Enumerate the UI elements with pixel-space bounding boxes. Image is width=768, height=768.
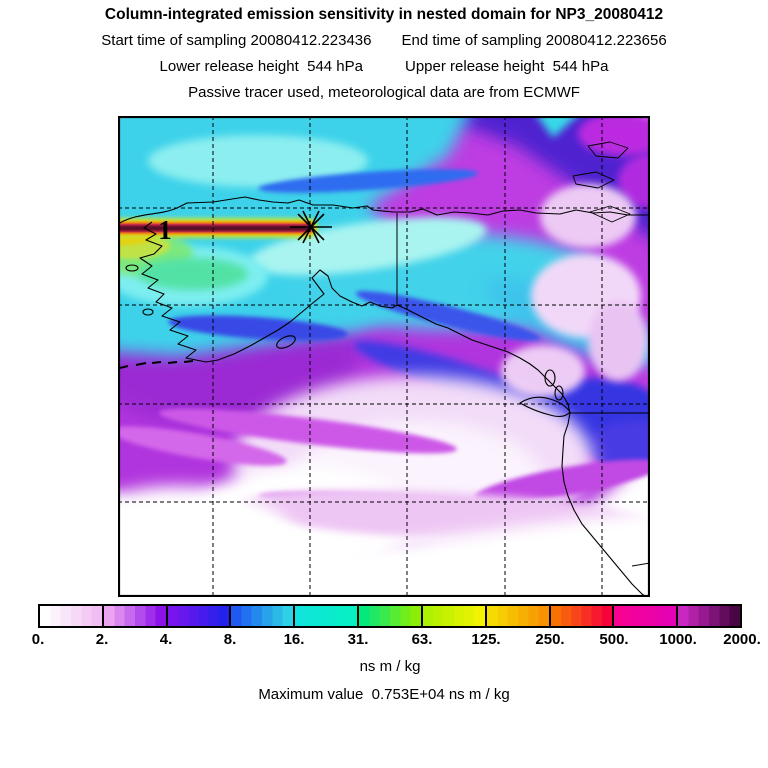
colorbar-tick: 500. <box>599 631 629 648</box>
colorbar-cell <box>357 606 421 626</box>
colorbar-tick: 125. <box>471 631 501 648</box>
colorbar-unit-label: ns m / kg <box>359 658 421 675</box>
release-point-asterisk-icon <box>290 210 332 244</box>
colorbar-cell <box>165 606 230 626</box>
plot-title: Column-integrated emission sensitivity i… <box>104 6 664 23</box>
colorbar-tick: 250. <box>535 631 565 648</box>
colorbar-tick: 16. <box>283 631 305 648</box>
max-value-text: Maximum value 0.753E+04 ns m / kg <box>258 686 510 703</box>
lower-release-text: Lower release height 544 hPa <box>159 58 363 75</box>
sampling-time-line: Start time of sampling 20080412.223436 E… <box>0 32 768 50</box>
colorbar-cell <box>548 606 613 626</box>
colorbar-tick: 1000. <box>659 631 697 648</box>
colorbar-tick-labels: 0. 2. 4. 8. 16. 31. 63. 125. 250. 500. 1000. 2000. <box>0 631 768 649</box>
start-time-text: Start time of sampling 20080412.223436 <box>101 32 372 49</box>
sensitivity-field <box>118 116 650 597</box>
colorbar-cell <box>676 606 740 626</box>
end-time-text: End time of sampling 20080412.223656 <box>401 32 667 49</box>
colorbar-cell <box>229 606 294 626</box>
colorbar-tick: 2. <box>95 631 109 648</box>
map-panel: 1 <box>118 116 650 597</box>
colorbar-cell <box>40 606 102 626</box>
emission-plume <box>118 218 318 259</box>
colorbar-cell <box>101 606 166 626</box>
colorbar-cell <box>484 606 549 626</box>
map-frame <box>118 116 650 597</box>
upper-release-text: Upper release height 544 hPa <box>405 58 609 75</box>
colorbar-cell <box>612 606 677 626</box>
tracer-line: Passive tracer used, meteorological data… <box>188 84 580 101</box>
sensitivity-map: 1 <box>118 116 650 597</box>
colorbar-tick: 0. <box>31 631 45 648</box>
colorbar-cell <box>420 606 485 626</box>
colorbar-tick: 31. <box>347 631 369 648</box>
colorbar-tick: 4. <box>159 631 173 648</box>
colorbar-tick: 8. <box>223 631 237 648</box>
graticule <box>118 116 650 597</box>
colorbar <box>38 604 742 628</box>
coastline <box>118 141 650 597</box>
colorbar-tick: 2000. <box>723 631 761 648</box>
political-borders <box>396 213 650 567</box>
release-height-line: Lower release height 544 hPa Upper relea… <box>0 58 768 76</box>
colorbar-cell <box>293 606 358 626</box>
colorbar-tick: 63. <box>411 631 433 648</box>
receptor-marker-label: 1 <box>158 215 172 245</box>
